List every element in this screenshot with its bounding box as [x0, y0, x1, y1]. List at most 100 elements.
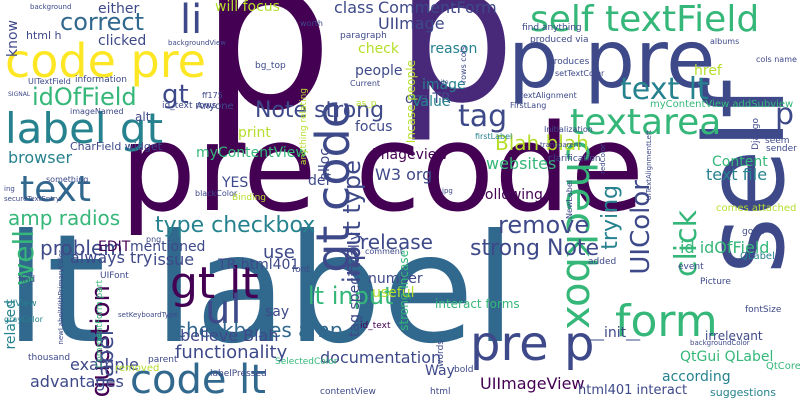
word-find-anything: find anything	[522, 23, 582, 33]
word-commentform-part: CommentForm part	[95, 280, 105, 369]
word-imagenamed: imageNamed	[70, 107, 124, 116]
word-irrelevant: irrelevant	[705, 329, 763, 343]
word-remove: remove	[498, 211, 590, 239]
word-gt-lt: gt lt	[170, 258, 259, 309]
word-tag: tag	[458, 99, 508, 134]
word-paragraph: paragraph	[340, 31, 387, 41]
word-incase-people: Incase people	[404, 60, 418, 144]
word-problem: problem	[40, 236, 123, 260]
word-say: say	[265, 304, 290, 320]
word-clarification: clarification	[548, 154, 601, 164]
word-png: png	[146, 235, 162, 244]
word-uitextalignmentleft: UITextAlignmentLeft	[645, 130, 653, 201]
word-transparent: transparent	[540, 141, 581, 149]
word-something: something	[46, 175, 89, 184]
word-people: people	[355, 63, 403, 79]
word-content: Content	[712, 154, 768, 170]
word-will-focus: will focus	[215, 0, 280, 15]
word-newlabelwithprimarycolor: newLabelWithPrimaryColor	[57, 250, 65, 345]
word-commentform: CommentForm	[378, 0, 497, 17]
word-selectedcolor: SelectedColor	[275, 357, 338, 367]
word-clicked: clicked	[98, 33, 147, 49]
word-id-idoffield: id idOfField	[680, 238, 770, 257]
word-text-lt: text lt	[620, 72, 709, 107]
word-mentioned: mentioned	[130, 239, 206, 255]
word-qtcore: QtCore	[766, 361, 800, 372]
word-href: href	[694, 63, 722, 79]
word-blah-blah: Blah blah	[495, 131, 589, 155]
word-interact-forms: interact forms	[435, 297, 520, 311]
word-text: text	[20, 169, 92, 210]
word-securetextentry: secureTextEntry	[4, 195, 61, 203]
word-parent: parent	[148, 355, 178, 365]
word-produces: produces	[548, 57, 590, 67]
word-uiview: UIView	[6, 299, 37, 309]
word-correct: correct	[60, 8, 145, 36]
word-textarea: textarea	[570, 102, 722, 143]
word-event: event	[678, 262, 704, 272]
word-current: Current	[350, 79, 381, 88]
word-settextcolor: setTextColor	[555, 69, 605, 78]
word-uiimage: UIImage	[378, 14, 445, 33]
word-image: image	[422, 77, 466, 93]
word-example: example	[70, 355, 139, 374]
word-functionality: functionality	[175, 342, 288, 363]
word-note-strong: Note strong	[255, 98, 385, 123]
word-initialization: Initialization	[544, 125, 593, 134]
word-believe-blah: believe Blah	[180, 326, 279, 345]
word-code-pre: code pre	[5, 34, 206, 88]
word-graycolor: grayColor	[4, 315, 43, 324]
word-def: def	[308, 173, 331, 189]
word-id-text-rows: id_text rows	[162, 101, 217, 111]
word-form: form	[615, 296, 718, 347]
word-p-small: p	[775, 97, 795, 132]
word-init: __init__	[590, 325, 641, 341]
word-useful: useful	[372, 285, 415, 301]
word-white: white	[432, 79, 449, 86]
word-alloc: alloc	[317, 148, 333, 181]
word-blackcolor: blackColor	[195, 189, 238, 198]
word-html401-interact: html401 interact	[578, 383, 688, 398]
word-strong-incase: strong Incase	[397, 250, 411, 331]
word-yes: YES	[222, 175, 249, 191]
word-binding: Binding	[232, 193, 267, 203]
word-know: know	[5, 20, 21, 57]
word-gt: gt	[162, 80, 189, 110]
word-bg-top: bg_top	[255, 61, 286, 71]
word-information: information	[75, 75, 127, 85]
word-anyone: Anyone	[196, 101, 234, 112]
word-suggestions: suggestions	[710, 386, 776, 399]
word-contentview: contentView	[320, 387, 376, 397]
word-uiimageview: UIImageView	[480, 374, 585, 393]
word-documentation: documentation	[320, 348, 442, 367]
word-as-p: as_p	[356, 99, 377, 109]
word-issue: issue	[153, 250, 195, 269]
word-label-gt: label gt	[5, 104, 164, 153]
word-ul: ul	[205, 287, 242, 333]
word-qtgui-qlabel: QtGui QLabel	[680, 349, 774, 365]
word-rows-cols: rows cols	[459, 46, 468, 83]
word-idoffield: idOfField	[32, 83, 137, 111]
word-charfield-widget: CharField widget	[70, 140, 162, 153]
word-number: number	[368, 271, 423, 287]
word-cols-name: cols name	[756, 55, 797, 64]
word-albums: albums	[710, 37, 740, 46]
word-text-file: text file	[706, 165, 768, 184]
word-trying: trying	[598, 185, 623, 250]
word-signal: SIGNAL	[8, 91, 31, 98]
word-alt: alt	[135, 110, 151, 124]
word-focus: focus	[355, 119, 393, 135]
word-background: background	[30, 3, 72, 11]
word-class: class	[334, 0, 374, 17]
word-mycontentview: myContentView	[196, 145, 307, 161]
word-strong-note: strong Note	[470, 236, 600, 261]
word-either: either	[98, 1, 140, 17]
word-comes-attached: comes attached	[716, 203, 797, 214]
word-p-pre: p pre	[508, 13, 716, 106]
word-always-try: always try	[70, 248, 153, 267]
word-websites: websites	[486, 154, 557, 173]
word-org-tr: org TR	[405, 91, 451, 107]
word-p-large-1: p	[200, 0, 334, 157]
word-firstlang: FirstLang	[510, 101, 547, 110]
